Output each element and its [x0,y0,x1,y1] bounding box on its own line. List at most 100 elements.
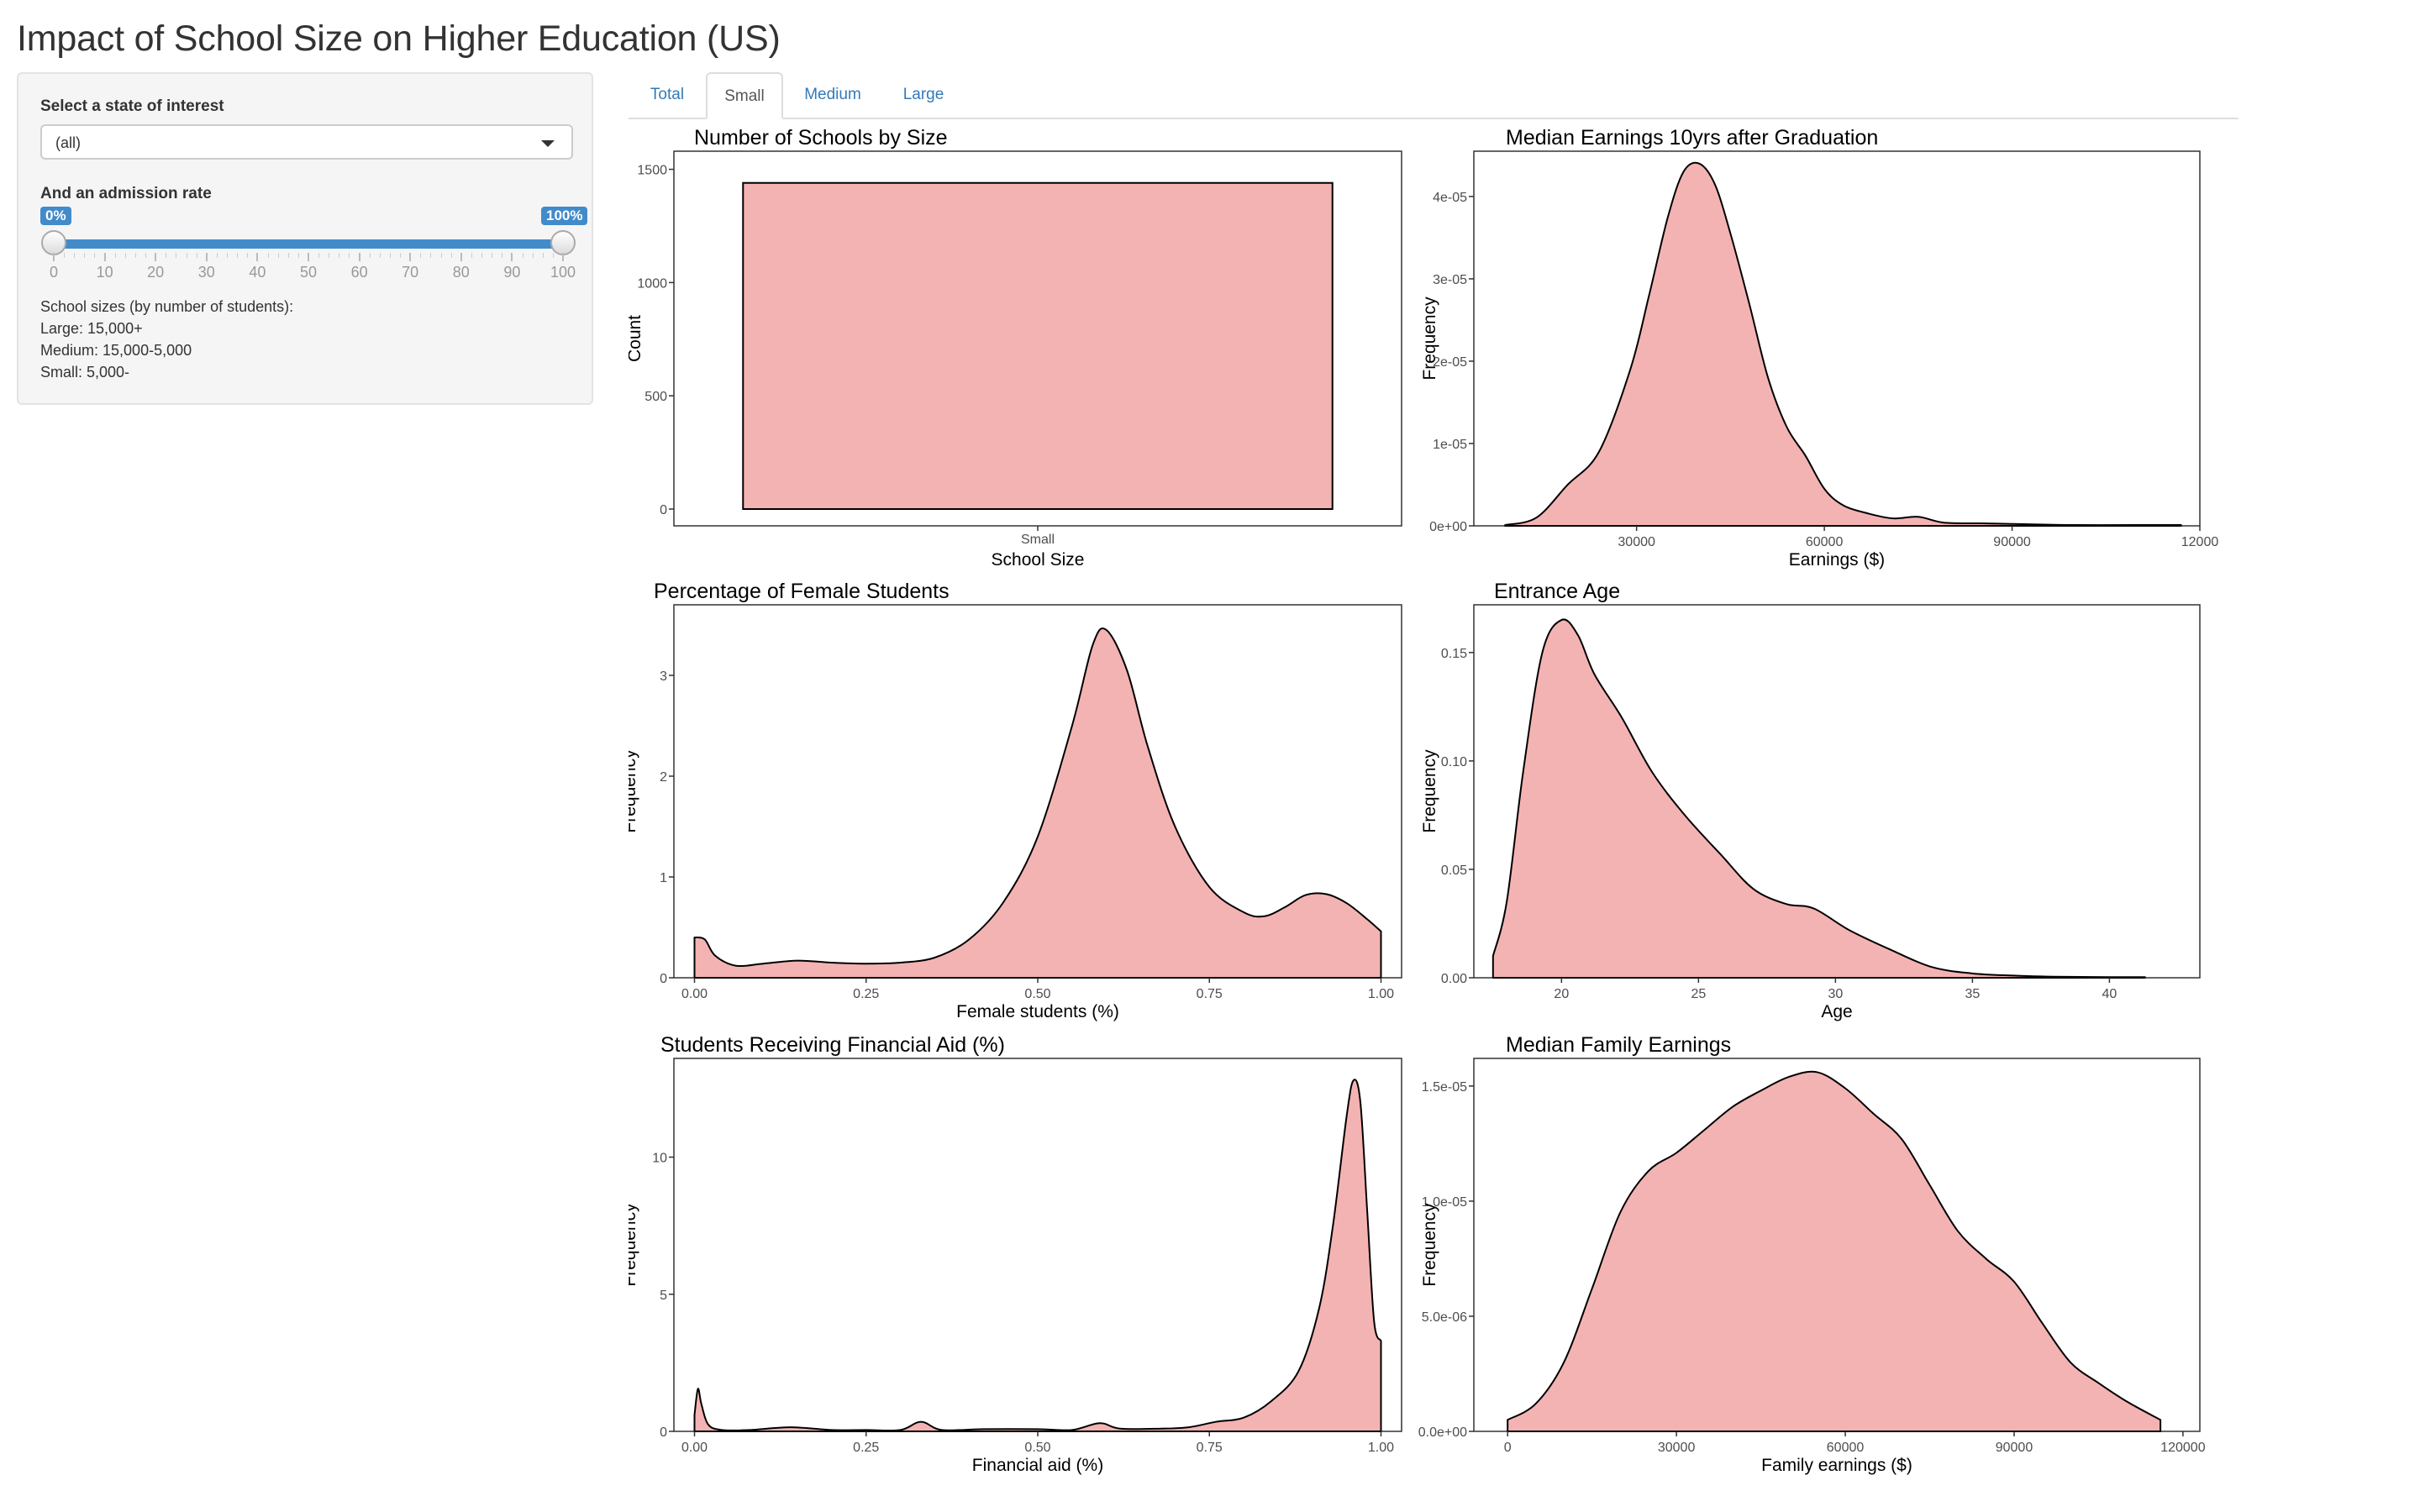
slider-grid-tick [460,253,462,261]
slider-grid-minor-tick [74,253,76,258]
slider-grid-label: 50 [299,264,318,281]
slider-grid-tick [155,253,157,261]
density-area [1504,161,2182,527]
x-axis-label: Female students (%) [956,1002,1119,1021]
slider-grid-minor-tick [227,253,229,258]
y-tick-label: 0e+00 [1429,520,1467,534]
slider-grid-minor-tick [318,253,320,258]
y-axis-label: Frequency [1420,749,1439,833]
slider-grid-minor-tick [430,253,432,258]
caret-down-icon [541,140,555,147]
y-tick-label: 0.0e+00 [1418,1425,1467,1440]
y-tick-label: 1.0e-05 [1422,1195,1467,1210]
x-tick-label: 0.75 [1197,987,1223,1001]
x-axis-label: Financial aid (%) [972,1456,1103,1475]
slider-bar[interactable] [54,239,563,249]
y-tick-label: 0.10 [1441,755,1467,769]
tab-medium[interactable]: Medium [804,86,861,103]
panel-border [1473,150,2201,527]
y-tick-label: 1 [660,871,667,885]
x-axis-label: Earnings ($) [1789,550,1885,570]
slider-grid-minor-tick [420,253,422,258]
slider-grid-minor-tick [287,253,289,258]
admission-rate-label: And an admission rate [40,185,212,202]
x-tick-label: 30 [1828,987,1843,1001]
y-tick-label: 10 [652,1152,667,1166]
chart-title: Median Earnings 10yrs after Graduation [1506,126,1878,150]
slider-grid-minor-tick [145,253,147,258]
x-tick-label: 60000 [1827,1441,1865,1455]
density-area [1491,618,2146,979]
slider-grid-tick [308,253,309,261]
slider-grid-minor-tick [94,253,96,258]
x-tick-label: 0.50 [1024,1441,1050,1455]
density-area [693,1079,1382,1432]
slider-grid-minor-tick [84,253,86,258]
y-tick-label: 1500 [637,164,667,178]
slider-grid-minor-tick [277,253,279,258]
slider-grid-label: 90 [503,264,521,281]
slider-grid-minor-tick [237,253,239,258]
slider-grid-minor-tick [114,253,116,258]
slider-grid-minor-tick [450,253,452,258]
chart-title: Median Family Earnings [1506,1033,1731,1057]
slider-grid-minor-tick [400,253,402,258]
y-axis-label: Frequency [1420,297,1439,381]
x-axis-label: Age [1821,1002,1852,1021]
x-tick-label: 120000 [2160,1441,2205,1455]
chart-title: Number of Schools by Size [694,126,948,150]
y-axis-label: Frequency [1420,1203,1439,1287]
density-area [693,627,1382,979]
x-tick-label: 30000 [1618,535,1655,549]
slider-grid-label: 0 [49,264,59,281]
x-tick-label: 0.25 [853,1441,879,1455]
slider-grid-minor-tick [379,253,381,258]
y-axis-label: Frequency [629,749,639,833]
y-axis-label: Frequency [629,1203,639,1287]
slider-from-handle[interactable] [41,230,66,255]
x-tick-label: 20 [1554,987,1569,1001]
slider-grid-minor-tick [389,253,391,258]
page-title: Impact of School Size on Higher Educatio… [17,18,781,59]
slider-grid-minor-tick [471,253,472,258]
y-tick-label: 0 [660,503,667,517]
slider-grid-tick [205,253,208,261]
slider-to-handle[interactable] [550,230,576,255]
x-tick-label: 40 [2102,987,2118,1001]
size-info-heading: School sizes (by number of students): [40,298,294,315]
x-tick-label: 90000 [1993,535,2031,549]
slider-grid-tick [511,253,513,261]
tab-large[interactable]: Large [902,86,944,103]
chart-title: Entrance Age [1494,580,1620,603]
density-area [1507,1070,2162,1432]
slider-grid-minor-tick [349,253,350,258]
slider-grid-tick [358,253,360,261]
x-tick-label: 0.00 [681,1441,708,1455]
slider-grid-label: 60 [350,264,368,281]
x-tick-label: 0.25 [853,987,879,1001]
slider-grid-minor-tick [532,253,534,258]
chart-title: Students Receiving Financial Aid (%) [660,1033,1005,1057]
state-select-value: (all) [55,134,81,151]
y-tick-label: 2e-05 [1433,355,1467,370]
y-tick-label: 500 [644,390,667,404]
chart-title: Percentage of Female Students [654,580,950,603]
panel-border [673,1058,1402,1432]
state-select[interactable]: (all) [40,124,573,160]
admission-rate-slider[interactable]: 0% 100% 0 10 20 30 40 50 60 70 80 90 100 [40,207,595,291]
y-tick-label: 4e-05 [1433,191,1467,205]
slider-grid-label: 10 [96,264,113,281]
tab-small[interactable]: Small [706,72,783,119]
slider-grid-label: 40 [249,264,266,281]
slider-grid-minor-tick [552,253,554,258]
slider-grid-minor-tick [124,253,126,258]
sidebar-panel: Select a state of interest (all) And an … [17,72,593,405]
size-info-large: Large: 15,000+ [40,320,143,337]
tab-total[interactable]: Total [650,86,685,103]
slider-grid-tick [256,253,259,261]
slider-grid-minor-tick [297,253,299,258]
charts-area: Number of Schools by Size050010001500Sma… [629,126,2218,1475]
x-tick-label: 30000 [1658,1441,1696,1455]
slider-grid-minor-tick [247,253,249,258]
y-tick-label: 3 [660,669,667,684]
